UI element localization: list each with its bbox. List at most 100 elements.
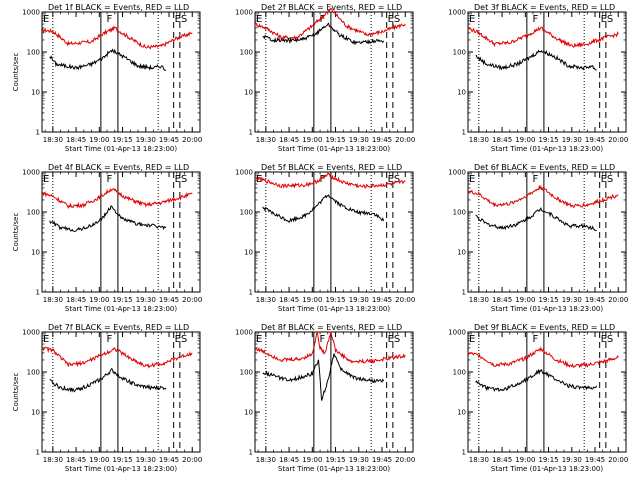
y-tick-label: 1000 — [235, 169, 253, 177]
x-tick-label: 20:00 — [608, 456, 628, 464]
panel-8: Det 8f BLACK = Events, RED = LLD 1 10 100 10… — [235, 323, 415, 473]
y-tick-label: 100 — [453, 49, 466, 57]
x-tick-label: 18:30 — [256, 136, 276, 144]
x-axis-label: Start Time (01-Apr-13 18:23:00) — [65, 465, 177, 473]
x-axis-label: Start Time (01-Apr-13 18:23:00) — [278, 145, 390, 153]
marker-label: E — [175, 174, 181, 185]
y-tick-label: 1000 — [448, 9, 466, 17]
lld-series-line — [42, 187, 193, 210]
x-tick-label: 19:00 — [89, 456, 109, 464]
marker-label: S — [607, 174, 613, 185]
panel-title: Det 5f BLACK = Events, RED = LLD — [261, 163, 402, 172]
marker-label: S — [607, 14, 613, 25]
panel-5: Det 5f BLACK = Events, RED = LLD 1 10 100 10… — [235, 163, 415, 313]
plot-frame — [467, 171, 627, 293]
marker-label: E — [43, 174, 49, 185]
y-tick-label: 100 — [240, 209, 253, 217]
marker-label: F — [107, 14, 113, 25]
marker-label: S — [394, 14, 400, 25]
events-series-line — [475, 368, 598, 393]
x-tick-label: 19:45 — [159, 456, 179, 464]
marker-label: S — [181, 174, 187, 185]
marker-label: F — [533, 174, 539, 185]
x-tick-label: 19:30 — [562, 136, 582, 144]
y-tick-label: 1 — [462, 289, 466, 297]
panel-3: Det 3f BLACK = Events, RED = LLD 1 10 100 10… — [448, 3, 628, 153]
marker-label: S — [181, 14, 187, 25]
y-tick-label: 1 — [36, 289, 40, 297]
marker-label: S — [607, 334, 613, 345]
y-tick-label: 1 — [462, 449, 466, 457]
lld-series-line — [467, 184, 619, 208]
y-tick-label: 10 — [244, 249, 253, 257]
plot-frame — [254, 331, 414, 453]
x-tick-label: 19:45 — [159, 136, 179, 144]
y-tick-label: 1 — [249, 449, 253, 457]
x-tick-label: 18:45 — [492, 456, 512, 464]
x-tick-label: 19:45 — [159, 296, 179, 304]
x-tick-label: 19:15 — [538, 296, 558, 304]
x-tick-label: 20:00 — [608, 296, 628, 304]
y-tick-label: 100 — [240, 49, 253, 57]
events-series-line — [49, 48, 167, 72]
x-tick-label: 19:00 — [515, 136, 535, 144]
x-tick-label: 19:00 — [302, 296, 322, 304]
x-tick-label: 18:30 — [469, 296, 489, 304]
x-tick-label: 19:30 — [136, 456, 156, 464]
marker-label: E — [601, 174, 607, 185]
events-series-line — [262, 22, 385, 46]
x-tick-label: 19:15 — [112, 456, 132, 464]
plot-frame — [41, 171, 201, 293]
x-axis-label: Start Time (01-Apr-13 18:23:00) — [65, 145, 177, 153]
panel-6: Det 6f BLACK = Events, RED = LLD 1 10 100 10… — [448, 163, 628, 313]
x-tick-label: 18:45 — [66, 296, 86, 304]
panel-title: Det 8f BLACK = Events, RED = LLD — [261, 323, 402, 332]
x-tick-label: 20:00 — [182, 136, 202, 144]
panel-title: Det 6f BLACK = Events, RED = LLD — [474, 163, 615, 172]
panel-7: Det 7f BLACK = Events, RED = LLD 1 10 100 10… — [12, 323, 202, 473]
marker-label: F — [320, 14, 326, 25]
y-tick-label: 1000 — [448, 169, 466, 177]
y-tick-label: 1000 — [22, 329, 40, 337]
x-tick-label: 19:00 — [89, 296, 109, 304]
x-tick-label: 19:00 — [89, 136, 109, 144]
marker-label: E — [388, 14, 394, 25]
marker-label: E — [175, 14, 181, 25]
y-tick-label: 1 — [249, 129, 253, 137]
y-tick-label: 100 — [240, 369, 253, 377]
x-tick-label: 19:00 — [515, 296, 535, 304]
panel-4: Det 4f BLACK = Events, RED = LLD 1 10 100 10… — [12, 163, 202, 313]
y-axis-label: Counts/sec — [12, 213, 20, 252]
marker-label: F — [533, 334, 539, 345]
lld-series-line — [254, 331, 406, 365]
lld-series-line — [467, 26, 619, 48]
events-series-line — [262, 194, 385, 223]
y-axis-label: Counts/sec — [12, 53, 20, 92]
x-axis-label: Start Time (01-Apr-13 18:23:00) — [491, 305, 603, 313]
x-tick-label: 20:00 — [182, 456, 202, 464]
y-tick-label: 1000 — [22, 9, 40, 17]
x-tick-label: 18:45 — [279, 136, 299, 144]
x-tick-label: 19:30 — [349, 296, 369, 304]
panel-title: Det 3f BLACK = Events, RED = LLD — [474, 3, 615, 12]
x-axis-label: Start Time (01-Apr-13 18:23:00) — [278, 465, 390, 473]
events-series-line — [49, 205, 167, 233]
x-tick-label: 19:00 — [302, 456, 322, 464]
panel-1: Det 1f BLACK = Events, RED = LLD 1 10 100 10… — [12, 3, 202, 153]
x-tick-label: 20:00 — [608, 136, 628, 144]
plot-frame — [467, 11, 627, 133]
marker-label: S — [394, 174, 400, 185]
marker-label: E — [43, 14, 49, 25]
x-tick-label: 19:45 — [585, 456, 605, 464]
plot-frame — [41, 11, 201, 133]
x-tick-label: 19:15 — [538, 136, 558, 144]
marker-label: F — [320, 174, 326, 185]
events-series-line — [475, 207, 597, 232]
panel-9: Det 9f BLACK = Events, RED = LLD 1 10 100 10… — [448, 323, 628, 473]
x-tick-label: 18:45 — [66, 456, 86, 464]
lld-series-line — [42, 25, 193, 50]
marker-label: E — [469, 14, 475, 25]
x-tick-label: 19:00 — [515, 456, 535, 464]
marker-label: E — [469, 174, 475, 185]
lld-series-line — [41, 346, 193, 369]
